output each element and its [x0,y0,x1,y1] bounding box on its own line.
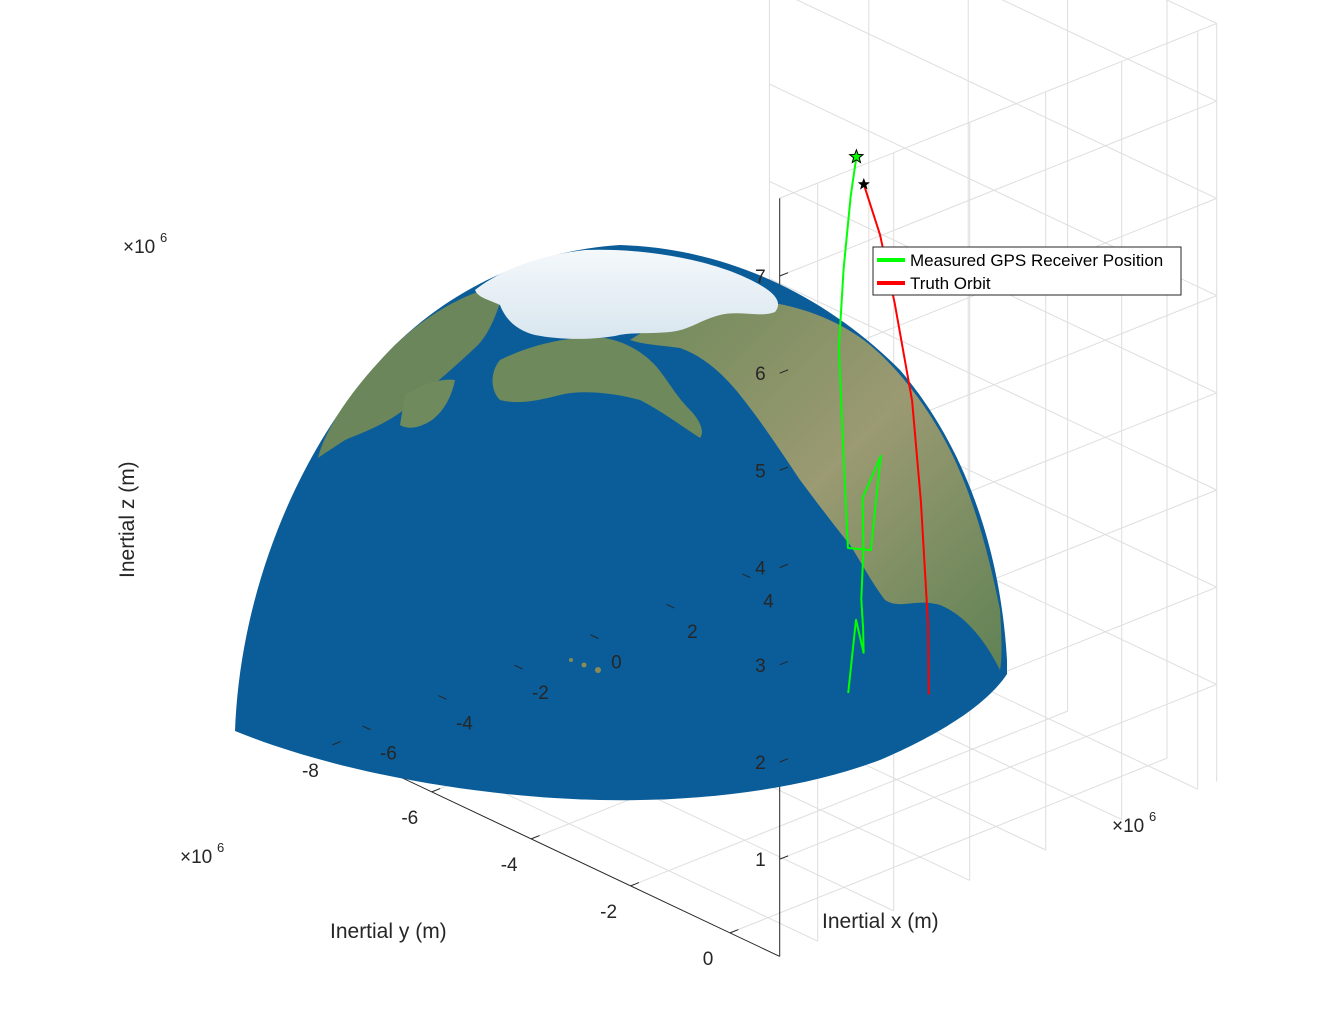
y-tick-mark [531,835,540,840]
z-tick-mark [779,369,789,374]
z-tick-label: 3 [755,656,766,677]
z-exponent-label: ×10 6 [123,230,167,258]
measured-gps-line [837,156,882,694]
grid-line [779,100,1217,277]
x-tick-mark [666,603,675,609]
svg-text:6: 6 [217,840,224,855]
measured-start-marker [848,148,865,164]
y-exponent-label: ×10 6 [180,840,224,868]
y-axis-line [332,744,780,957]
truth-start-marker [857,177,870,190]
z-tick-mark [779,660,789,666]
z-tick-mark [779,466,789,471]
z-tick-mark [779,758,789,763]
kamchatka-landmass [400,379,455,428]
y-tick-mark [729,929,739,934]
x-tick-label: -4 [456,713,473,734]
x-tick-label: 2 [687,622,698,643]
x-tick-label: -2 [532,683,549,704]
y-axis-label: Inertial y (m) [330,920,447,943]
z-tick-label: 5 [755,461,766,482]
y-tick-label: -6 [401,808,418,829]
x-tick-mark [590,634,599,639]
hawaii-islands [569,658,601,673]
y-tick-mark [630,882,640,887]
x-tick-mark [438,695,447,700]
tick-labels: -6 -4 -2 0 2 4 0 -2 -4 -6 -8 1 2 3 4 5 6 7 [302,267,789,970]
grid-line [1001,0,1217,102]
grid-line [769,278,1217,491]
x-tick-label: 0 [611,653,622,674]
svg-text:6: 6 [1149,809,1156,824]
legend-box [872,246,1182,296]
box-edge [779,22,1217,199]
z-axis-label: Inertial z (m) [116,461,139,578]
z-tick-mark [779,855,789,860]
svg-text:×10: ×10 [180,847,212,868]
x-tick-mark [514,664,523,670]
x-tick-mark [362,725,371,731]
z-tick-label: 1 [755,850,766,871]
grid-line [779,683,1217,860]
y-tick-label: -8 [302,761,319,782]
siberia-landmass [318,285,505,458]
svg-text:×10: ×10 [123,237,155,258]
legend-label-truth: Truth Orbit [910,274,991,293]
x-tick-label: 4 [763,592,774,613]
x-tick-label: -6 [380,744,397,765]
north-america-landmass [630,300,1002,670]
x-exponent-label: ×10 6 [1112,809,1156,837]
y-tick-label: -2 [600,902,617,923]
arctic-ice-cap [475,249,779,339]
y-tick-label: -4 [501,855,518,876]
x-axis-label: Inertial x (m) [822,910,939,933]
z-tick-label: 6 [755,364,766,385]
z-tick-label: 7 [755,267,766,288]
grid-line [795,0,1217,199]
box-edge [1165,0,1217,24]
svg-text:×10: ×10 [1112,816,1144,837]
svg-text:6: 6 [160,230,167,245]
y-tick-mark [431,788,441,793]
z-tick-mark [779,563,789,569]
earth-globe [235,245,1007,801]
grid-line [630,710,1068,887]
alaska-landmass [492,337,702,438]
y-tick-label: 0 [703,949,714,970]
series-layer [837,148,930,695]
grid-line [729,757,1168,934]
legend: Measured GPS Receiver Position Truth Orb… [872,246,1182,296]
truth-orbit-line [862,183,930,695]
legend-label-measured: Measured GPS Receiver Position [910,251,1163,270]
y-tick-mark [332,741,341,746]
z-tick-label: 4 [755,559,766,580]
z-tick-mark [779,272,789,277]
x-tick-mark [742,573,751,579]
z-tick-label: 2 [755,753,766,774]
